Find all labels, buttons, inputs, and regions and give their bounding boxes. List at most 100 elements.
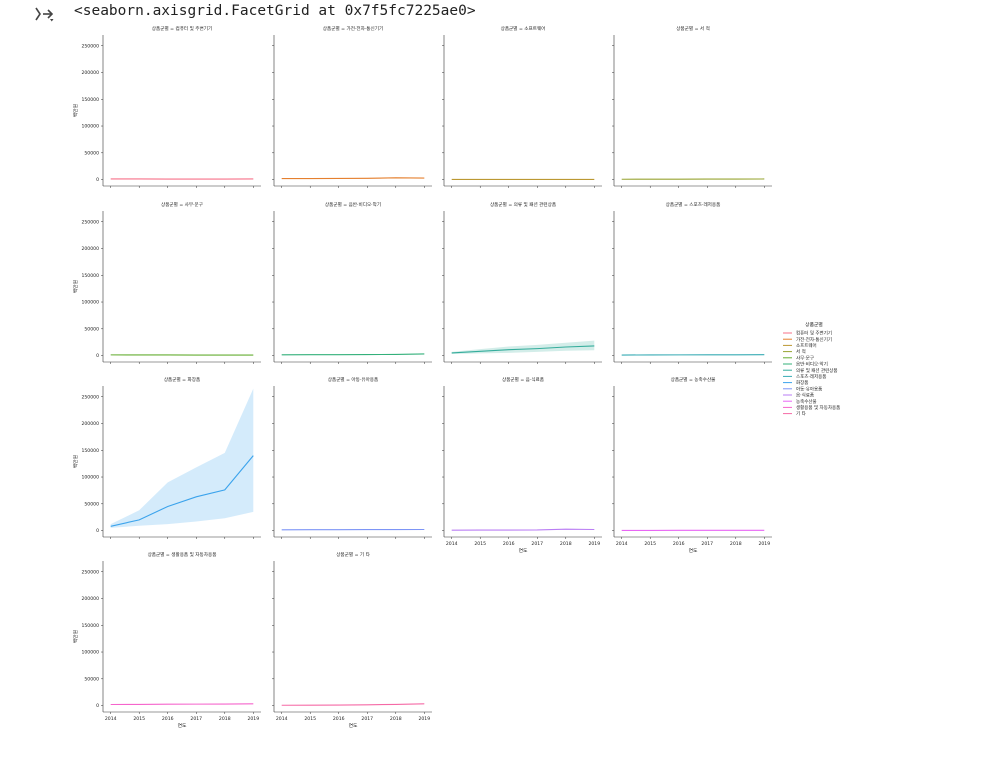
series-line [281,177,425,180]
x-tick-label: 2017 [361,716,373,722]
y-tick-label: 150000 [81,623,99,629]
legend-label: 기 타 [796,410,807,417]
facet-panel-3 [442,35,602,188]
facet-title: 상품군별 = 서 적 [676,25,710,32]
legend-label: 컴퓨터 및 주변기기 [796,330,832,337]
output-toggle-icon[interactable] [34,4,56,24]
x-axis-label: 연도 [178,722,187,729]
facet-title: 상품군별 = 가전·전자·통신기기 [323,25,383,32]
facet-title: 상품군별 = 화장품 [164,376,200,383]
x-tick-label: 2019 [588,541,600,547]
facet-panel-4 [612,35,772,188]
y-tick-label: 200000 [81,70,99,76]
legend-label: 음·식료품 [796,392,814,399]
x-tick-label: 2016 [673,541,685,547]
facet-title: 상품군별 = 생활용품 및 자동차용품 [148,551,217,558]
facet-title: 상품군별 = 소프트웨어 [501,25,546,32]
facet-panel-14 [272,561,432,714]
y-tick-label: 0 [96,703,99,709]
legend-label: 가전·전자·통신기기 [796,336,832,343]
facet-panel-9 [101,386,261,539]
facet-panel-5 [101,211,261,364]
x-tick-label: 2017 [190,716,202,722]
y-tick-label: 100000 [81,650,99,656]
y-tick-label: 50000 [84,150,99,156]
legend-title: 상품군별 [805,321,823,328]
legend-label: 생활용품 및 자동차용품 [796,404,840,411]
x-tick-label: 2014 [105,716,117,722]
y-tick-label: 250000 [81,219,99,225]
x-tick-label: 2014 [616,541,628,547]
x-axis-label: 연도 [349,722,358,729]
x-tick-label: 2015 [644,541,656,547]
y-tick-label: 200000 [81,421,99,427]
facet-title: 상품군별 = 사무·문구 [161,201,203,208]
facet-title: 상품군별 = 농축수산물 [671,376,716,383]
y-axis-label: 백만원 [72,455,79,468]
y-tick-label: 150000 [81,273,99,279]
x-tick-label: 2018 [390,716,402,722]
x-tick-label: 2019 [418,716,430,722]
y-tick-label: 0 [96,177,99,183]
facet-title: 상품군별 = 기 타 [336,551,370,558]
series-line [110,703,254,706]
facet-panel-10 [272,386,432,539]
cell-output-text: <seaborn.axisgrid.FacetGrid at 0x7f5fc72… [74,3,476,19]
y-axis-label: 백만원 [72,630,79,643]
x-tick-label: 2015 [304,716,316,722]
y-tick-label: 250000 [81,394,99,400]
series-line [451,528,595,531]
y-tick-label: 250000 [81,569,99,575]
legend-label: 농축수산물 [796,398,817,405]
x-tick-label: 2016 [333,716,345,722]
legend-label: 의류 및 패션 관련상품 [796,367,838,374]
y-tick-label: 0 [96,353,99,359]
y-tick-label: 100000 [81,475,99,481]
facet-title: 상품군별 = 스포츠·레저용품 [666,201,721,208]
y-tick-label: 100000 [81,124,99,130]
y-tick-label: 250000 [81,43,99,49]
x-tick-label: 2016 [503,541,515,547]
y-tick-label: 150000 [81,97,99,103]
x-axis-label: 연도 [689,547,698,554]
legend-label: 아동·유아용품 [796,385,822,392]
facet-panel-1 [101,35,261,188]
y-tick-label: 200000 [81,246,99,252]
facet-title: 상품군별 = 의류 및 패션 관련상품 [490,201,556,208]
y-tick-label: 50000 [84,676,99,682]
confidence-band [110,388,254,528]
facet-panel-11 [442,386,602,539]
x-tick-label: 2019 [758,541,770,547]
x-tick-label: 2018 [730,541,742,547]
y-tick-label: 150000 [81,448,99,454]
series-line [281,353,425,356]
x-tick-label: 2018 [219,716,231,722]
x-tick-label: 2015 [474,541,486,547]
y-tick-label: 50000 [84,326,99,332]
facet-panel-2 [272,35,432,188]
y-axis-label: 백만원 [72,280,79,293]
legend-label: 서 적 [796,348,806,355]
facet-panel-13 [101,561,261,714]
x-tick-label: 2017 [701,541,713,547]
x-tick-label: 2014 [446,541,458,547]
x-tick-label: 2014 [276,716,288,722]
facet-panel-7 [442,211,602,364]
x-axis-label: 연도 [519,547,528,554]
series-line [451,345,595,354]
y-tick-label: 200000 [81,596,99,602]
facet-title: 상품군별 = 음반·비디오·악기 [325,201,381,208]
x-tick-label: 2019 [247,716,259,722]
facet-title: 상품군별 = 아동·유아용품 [328,376,379,383]
facet-panel-8 [612,211,772,364]
legend-label: 화장품 [796,379,808,386]
legend-label: 스포츠·레저용품 [796,373,826,380]
legend-label: 소프트웨어 [796,342,817,349]
y-tick-label: 100000 [81,300,99,306]
facet-panel-12 [612,386,772,539]
x-tick-label: 2018 [560,541,572,547]
facet-title: 상품군별 = 컴퓨터 및 주변기기 [152,25,212,32]
legend-label: 음반·비디오·악기 [796,361,828,368]
x-tick-label: 2015 [133,716,145,722]
